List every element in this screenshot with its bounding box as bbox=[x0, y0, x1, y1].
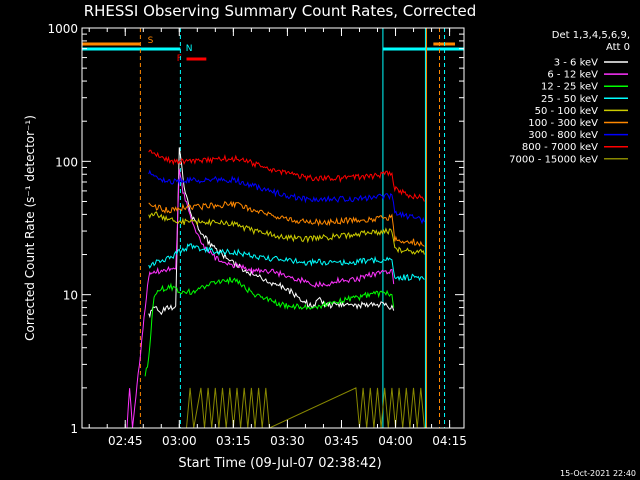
y-axis-label: Corrected Count Rate (s⁻¹ detector⁻¹) bbox=[23, 115, 37, 341]
flag-label-f: F bbox=[177, 54, 182, 64]
legend-label: 3 - 6 keV bbox=[554, 58, 598, 69]
flag-label-s: S bbox=[148, 36, 154, 46]
x-tick-label: 04:15 bbox=[432, 434, 467, 448]
y-tick-label: 1 bbox=[70, 422, 78, 436]
y-tick-label: 1000 bbox=[47, 22, 78, 36]
x-axis-label: Start Time (09-Jul-07 02:38:42) bbox=[178, 456, 381, 471]
observing-flags: S NF bbox=[82, 36, 464, 64]
series-line-7000-15000-kev bbox=[168, 387, 425, 429]
series-line-300-800-kev bbox=[148, 169, 425, 225]
axes-layer: 02:45 03:00 03:15 03:30 03:45 04:00 04:15 1 10 10… bbox=[47, 22, 466, 448]
series-line-25-50-kev bbox=[148, 243, 425, 282]
y-tick-label: 10 bbox=[63, 289, 78, 303]
x-tick-label: 04:00 bbox=[378, 434, 413, 448]
legend-header: Det 1,3,4,5,6,9, bbox=[552, 30, 630, 41]
legend-label: 300 - 800 keV bbox=[528, 130, 598, 141]
series-line-100-300-kev bbox=[148, 200, 425, 247]
x-tick-label: 03:45 bbox=[324, 434, 359, 448]
y-tick-label: 100 bbox=[55, 155, 78, 169]
series-line-800-7000-kev bbox=[148, 149, 425, 202]
x-tick-label: 03:30 bbox=[270, 434, 305, 448]
plot-frame bbox=[81, 27, 465, 429]
legend-label: 50 - 100 keV bbox=[535, 106, 599, 117]
series-line-6-12-kev bbox=[126, 169, 395, 429]
chart-title: RHESSI Observing Summary Count Rates, Co… bbox=[84, 2, 477, 20]
series-line-50-100-kev bbox=[148, 211, 425, 255]
x-tick-label: 02:45 bbox=[108, 434, 143, 448]
x-tick-label: 03:15 bbox=[216, 434, 251, 448]
series-line-12-25-kev bbox=[144, 277, 395, 377]
legend-label: 25 - 50 keV bbox=[541, 94, 598, 105]
legend-label: 7000 - 15000 keV bbox=[509, 154, 598, 165]
legend-label: 6 - 12 keV bbox=[547, 70, 598, 81]
plot-timestamp: 15-Oct-2021 22:40 bbox=[560, 469, 636, 478]
legend-header: Att 0 bbox=[606, 42, 630, 53]
legend-label: 100 - 300 keV bbox=[528, 118, 598, 129]
flag-label-n: N bbox=[186, 44, 193, 54]
legend-label: 12 - 25 keV bbox=[541, 82, 598, 93]
x-tick-label: 03:00 bbox=[162, 434, 197, 448]
series-layer bbox=[126, 28, 446, 429]
series-line-3-6-kev bbox=[148, 147, 395, 319]
legend-label: 800 - 7000 keV bbox=[522, 142, 598, 153]
